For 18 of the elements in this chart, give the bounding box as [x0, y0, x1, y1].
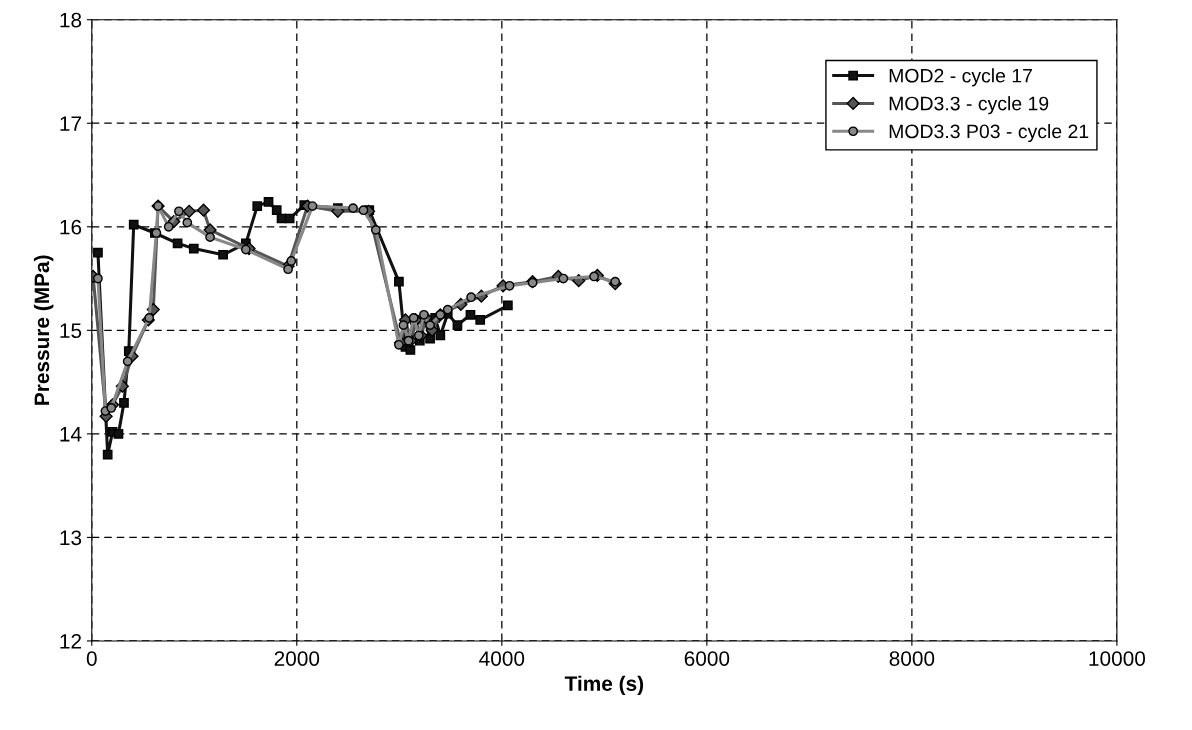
y-tick-label: 14 [60, 427, 82, 442]
y-axis-title: Pressure (MPa) [33, 255, 54, 405]
y-tick-label: 12 [60, 633, 82, 649]
y-tick-label: 18 [60, 12, 82, 28]
x-tick-label: 10000 [1089, 651, 1146, 666]
y-tick-label: 13 [60, 530, 82, 546]
x-tick-label: 2000 [274, 651, 320, 666]
y-tick-label: 17 [60, 116, 82, 131]
x-axis-title: Time (s) [564, 675, 644, 696]
x-tick-label: 6000 [684, 651, 730, 666]
x-tick-label: 4000 [479, 651, 525, 666]
legend-label: MOD3.3 P03 - cycle 21 [889, 123, 1089, 143]
legend-label: MOD3.3 - cycle 19 [889, 96, 1049, 115]
x-tick-label: 8000 [889, 651, 935, 666]
x-tick-label: 0 [86, 651, 97, 666]
y-tick-label: 15 [60, 323, 82, 339]
legend-label: MOD2 - cycle 17 [889, 68, 1032, 87]
y-tick-label: 16 [60, 219, 82, 235]
